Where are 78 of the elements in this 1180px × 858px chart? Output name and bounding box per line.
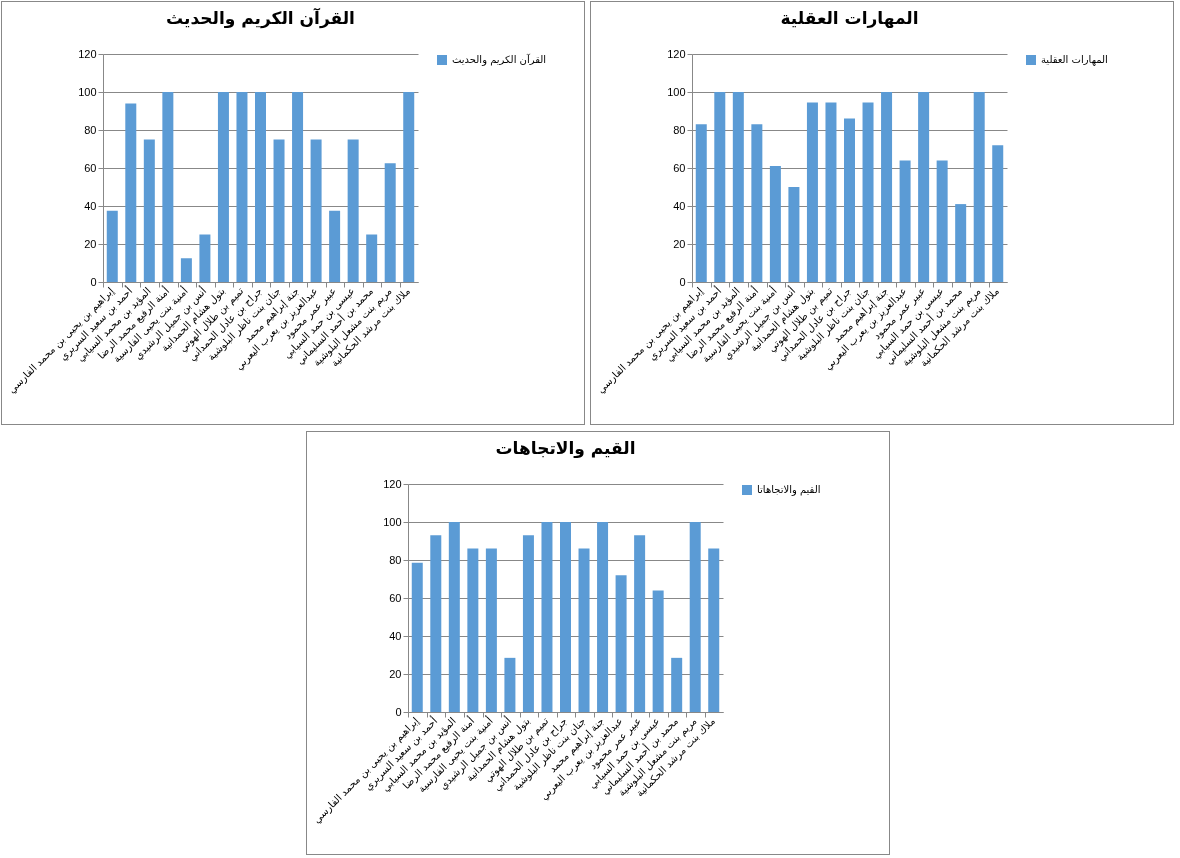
bar — [366, 234, 378, 282]
y-tick-label: 0 — [90, 275, 97, 288]
chart-title: المهارات العقلية — [780, 8, 919, 29]
bar — [769, 166, 781, 282]
y-tick-label: 40 — [389, 629, 402, 642]
bar — [143, 139, 155, 282]
bar — [597, 522, 609, 712]
bar — [106, 210, 118, 282]
bar — [541, 522, 553, 712]
bar — [292, 92, 304, 282]
bar — [347, 139, 359, 282]
bar — [448, 522, 460, 712]
bar — [255, 92, 266, 282]
bar — [788, 187, 800, 282]
bar — [125, 103, 137, 282]
y-tick-label: 20 — [673, 237, 686, 250]
bar — [844, 118, 855, 282]
bar — [236, 92, 248, 282]
bar — [881, 92, 893, 282]
y-tick-label: 60 — [673, 161, 686, 174]
y-tick-label: 60 — [389, 591, 402, 604]
bar — [578, 548, 590, 712]
y-tick-label: 60 — [84, 161, 97, 174]
bar — [973, 92, 985, 282]
bar — [825, 102, 837, 282]
y-tick-label: 20 — [84, 237, 97, 250]
bar — [714, 92, 726, 282]
y-tick-label: 80 — [389, 553, 402, 566]
y-tick-label: 80 — [673, 123, 686, 136]
legend-label: القيم والاتجاهاتا — [757, 484, 821, 496]
bar — [217, 92, 229, 282]
y-tick-label: 100 — [383, 515, 402, 528]
bar — [522, 535, 534, 712]
y-tick-label: 40 — [673, 199, 686, 212]
bar — [899, 160, 911, 282]
bar — [862, 102, 874, 282]
bar — [199, 234, 211, 282]
bar — [732, 92, 744, 282]
bar — [467, 548, 479, 712]
bar — [634, 535, 646, 712]
y-tick-label: 120 — [383, 477, 402, 490]
bar — [652, 590, 664, 712]
legend-label: القرآن الكريم والحديث — [452, 53, 547, 66]
y-tick-label: 120 — [78, 47, 97, 60]
bar — [918, 92, 930, 282]
legend-label: المهارات العقلية — [1041, 54, 1108, 66]
bar — [955, 204, 967, 282]
y-tick-label: 80 — [84, 123, 97, 136]
bar — [329, 210, 341, 282]
bar — [992, 145, 1004, 282]
bar — [708, 548, 720, 712]
bar — [310, 139, 322, 282]
bar — [430, 535, 442, 712]
chart-title: القيم والاتجاهات — [495, 438, 636, 459]
bar — [273, 139, 285, 282]
y-tick-label: 0 — [395, 705, 402, 718]
bar — [485, 548, 497, 712]
bar — [180, 258, 192, 282]
bar — [689, 522, 701, 712]
y-tick-label: 100 — [78, 85, 97, 98]
bar — [403, 92, 415, 282]
bar — [411, 562, 423, 712]
bar — [751, 124, 763, 282]
bar — [384, 163, 396, 282]
y-tick-label: 100 — [667, 85, 686, 98]
bar — [162, 92, 174, 282]
bar — [504, 657, 516, 712]
y-tick-label: 20 — [389, 667, 402, 680]
bar — [671, 657, 683, 712]
bar — [695, 124, 707, 282]
chart-title: القرآن الكريم والحديث — [166, 7, 355, 29]
bar — [936, 160, 948, 282]
y-tick-label: 120 — [667, 47, 686, 60]
y-tick-label: 40 — [84, 199, 97, 212]
bar — [615, 575, 627, 712]
bar — [560, 522, 571, 712]
y-tick-label: 0 — [679, 275, 686, 288]
bar — [806, 102, 818, 282]
